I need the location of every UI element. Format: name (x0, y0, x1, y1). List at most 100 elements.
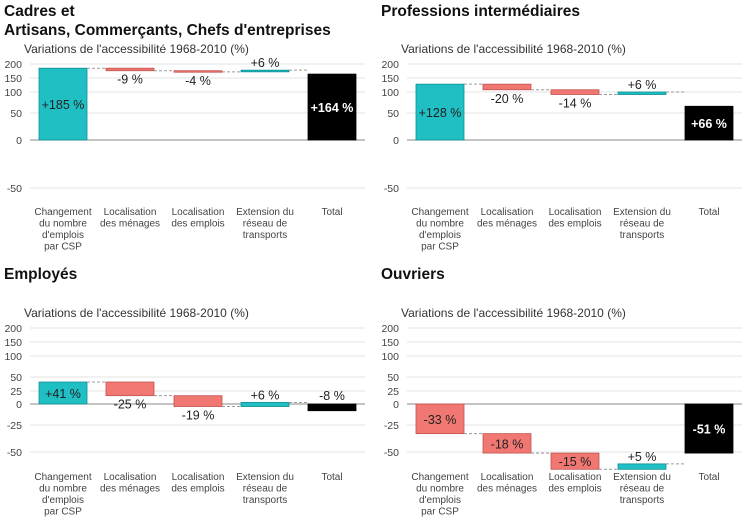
panel-title: Ouvriers (381, 266, 445, 283)
waterfall-bar (482, 433, 532, 454)
x-category-label: Extension du réseau de transports (613, 472, 671, 506)
y-tick-label: 25 (10, 386, 22, 398)
x-category-label-line: Total (698, 472, 719, 483)
x-category-label-line: Extension du (613, 472, 671, 483)
y-tick-label: 100 (4, 87, 22, 99)
x-category-label-line: d'emplois (419, 230, 461, 241)
x-category-label-line: Total (321, 207, 342, 218)
x-category-label-line: Localisation (481, 472, 534, 483)
x-category-label-line: réseau de (243, 219, 288, 230)
x-category-label-line: Changement (34, 207, 91, 218)
y-tick-label: 150 (381, 337, 399, 349)
waterfall-bar (173, 70, 223, 73)
x-category-label-line: Total (321, 472, 342, 483)
data-label: -33 % (424, 413, 457, 427)
waterfall-bar (415, 83, 465, 141)
chart-panel-2: Professions intermédiaires Variations de … (381, 3, 742, 253)
x-category-label: Extension du réseau de transports (236, 472, 294, 506)
x-category-label: Localisation des emplois (171, 207, 224, 230)
waterfall-bar (240, 69, 290, 73)
x-category-label-line: par CSP (421, 242, 459, 253)
data-label: -14 % (559, 97, 592, 111)
x-category-label-line: des ménages (477, 219, 537, 230)
y-tick-label: -50 (7, 183, 22, 195)
data-label: +128 % (419, 106, 462, 120)
y-tick-label: 0 (393, 399, 399, 411)
y-tick-label: 100 (4, 351, 22, 363)
panel-title-line: Cadres et (4, 3, 75, 20)
y-tick-label: -50 (384, 447, 399, 459)
x-category-label: Changement du nombre d'emplois par CSP (34, 207, 91, 253)
x-category-label: Localisation des ménages (477, 207, 537, 230)
chart-panel-4: Ouvriers Variations de l'accessibilité 19… (381, 266, 742, 518)
x-category-label: Changement du nombre d'emplois par CSP (411, 472, 468, 518)
x-category-label-line: Extension du (236, 207, 294, 218)
x-category-label-line: d'emplois (42, 495, 84, 506)
x-category-label: Changement du nombre d'emplois par CSP (411, 207, 468, 253)
y-tick-label: 150 (4, 73, 22, 85)
y-tick-label: -50 (384, 183, 399, 195)
waterfall-bar (415, 403, 465, 435)
y-tick-label: 100 (381, 87, 399, 99)
data-label: +6 % (628, 78, 657, 92)
x-category-label: Total (321, 207, 342, 218)
x-category-label-line: Localisation (104, 472, 157, 483)
x-category-label-line: réseau de (620, 484, 665, 495)
data-label: -25 % (114, 398, 147, 412)
chart-panel-3: Employés Variations de l'accessibilité 19… (4, 266, 365, 518)
x-category-label-line: d'emplois (42, 230, 84, 241)
x-category-label-line: réseau de (620, 219, 665, 230)
x-category-label-line: des ménages (100, 219, 160, 230)
x-category-label-line: des emplois (171, 219, 224, 230)
x-category-label-line: Localisation (549, 207, 602, 218)
panel-subtitle-line: Variations de l'accessibilité 1968-2010 … (401, 306, 626, 320)
x-category-label-line: des ménages (477, 484, 537, 495)
panel-title-line: Professions intermédiaires (381, 3, 580, 20)
panel-title-line: Employés (4, 266, 77, 283)
x-category-label-line: des ménages (100, 484, 160, 495)
waterfall-bar (617, 91, 667, 95)
y-tick-label: 150 (4, 337, 22, 349)
chart-panel-1: Cadres et Artisans, Commerçants, Chefs d'… (4, 3, 365, 253)
y-tick-label: 100 (381, 351, 399, 363)
waterfall-bar (105, 67, 155, 72)
waterfall-bar (240, 402, 290, 407)
x-category-label: Localisation des emplois (548, 207, 601, 230)
panel-subtitle: Variations de l'accessibilité 1968-2010 … (24, 306, 249, 320)
x-category-label-line: des emplois (171, 484, 224, 495)
waterfall-bar (105, 381, 155, 397)
panel-title: Professions intermédiaires (381, 3, 580, 20)
panel-subtitle-line: Variations de l'accessibilité 1968-2010 … (24, 306, 249, 320)
x-category-label-line: des emplois (548, 219, 601, 230)
y-tick-label: 50 (10, 372, 22, 384)
x-category-label-line: d'emplois (419, 495, 461, 506)
x-category-label-line: transports (243, 495, 287, 506)
y-tick-label: -25 (384, 420, 399, 432)
x-category-label-line: du nombre (39, 219, 87, 230)
data-label: +5 % (628, 450, 657, 464)
data-label: -8 % (319, 389, 345, 403)
y-tick-label: 200 (4, 59, 22, 71)
data-label: +6 % (251, 388, 280, 402)
x-category-label-line: transports (243, 230, 287, 241)
panel-subtitle: Variations de l'accessibilité 1968-2010 … (24, 42, 249, 56)
waterfall-bar (684, 105, 734, 141)
x-category-label-line: Localisation (172, 472, 225, 483)
x-category-label: Total (698, 207, 719, 218)
y-tick-label: 200 (4, 323, 22, 335)
y-tick-label: -50 (7, 447, 22, 459)
data-label: -51 % (693, 423, 726, 437)
data-label: +41 % (45, 387, 81, 401)
y-tick-label: 50 (387, 372, 399, 384)
data-label: -18 % (491, 437, 524, 451)
x-category-label-line: Extension du (236, 472, 294, 483)
waterfall-bar (684, 403, 734, 454)
data-label: -20 % (491, 92, 524, 106)
panel-title: Employés (4, 266, 77, 283)
x-category-label-line: par CSP (44, 507, 82, 518)
data-label: -15 % (559, 455, 592, 469)
waterfall-bar (173, 395, 223, 407)
x-category-label-line: des emplois (548, 484, 601, 495)
waterfall-bar (482, 83, 532, 91)
waterfall-bar (550, 89, 600, 95)
